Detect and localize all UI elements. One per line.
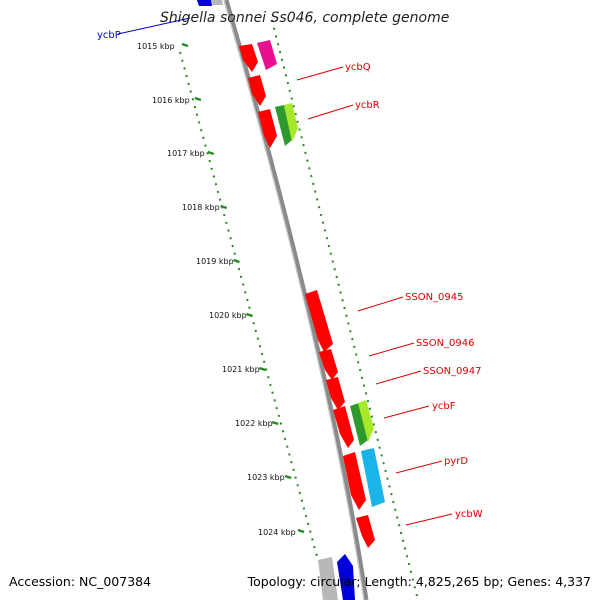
leader-line: [307, 104, 354, 120]
kbp-label: 1021 kbp: [222, 365, 260, 374]
gene-label[interactable]: pyrD: [444, 456, 468, 467]
kbp-tick: [233, 258, 240, 264]
kbp-tick: [271, 420, 279, 426]
gene-arrow-red[interactable]: [258, 109, 277, 148]
kbp-tick: [181, 42, 189, 48]
leader-line: [383, 405, 430, 419]
track-band: [182, 0, 415, 600]
gene-label[interactable]: ycbW: [455, 509, 483, 520]
gene-arrow-magenta[interactable]: [257, 40, 277, 70]
genome-summary-text: Topology: circular; Length: 4,825,265 bp…: [247, 574, 591, 589]
kbp-tick: [258, 366, 266, 372]
gene-label[interactable]: SSON_0945: [405, 292, 464, 303]
kbp-label: 1022 kbp: [235, 419, 273, 428]
accession-text: Accession: NC_007384: [9, 574, 151, 589]
gene-arrow-green[interactable]: [350, 403, 368, 446]
kbp-tick: [284, 474, 292, 480]
leader-line: [375, 370, 422, 385]
kbp-labels: 1015 kbp 1016 kbp 1017 kbp 1018 kbp 1019…: [137, 42, 296, 537]
gene-label[interactable]: ycbQ: [345, 62, 371, 73]
kbp-label: 1020 kbp: [209, 311, 247, 320]
kbp-tick: [297, 528, 305, 534]
gene-label[interactable]: ycbR: [355, 100, 380, 111]
kbp-tick: [246, 312, 253, 318]
leader-line: [405, 513, 453, 526]
gene-arrow-blue[interactable]: [337, 554, 355, 600]
kbp-tick: [207, 150, 215, 156]
gene-arrow-green[interactable]: [275, 105, 292, 146]
leader-line: [357, 296, 404, 312]
gene-arrow-red[interactable]: [356, 515, 375, 548]
gene-arrow-red[interactable]: [343, 452, 366, 510]
gene-arrow-cyan[interactable]: [361, 448, 385, 507]
map-title: Shigella sonnei Ss046, complete genome: [160, 10, 449, 26]
gene-features: [197, 0, 385, 600]
gene-arrow-blue[interactable]: [197, 0, 212, 6]
gene-arrow-red[interactable]: [248, 75, 266, 106]
gene-label[interactable]: SSON_0946: [416, 338, 475, 349]
gene-label[interactable]: ycbF: [432, 401, 456, 412]
gene-arrow-red[interactable]: [305, 290, 333, 352]
leader-line: [395, 460, 443, 474]
genome-backbone: [223, 0, 369, 600]
leader-line: [368, 342, 415, 357]
kbp-label: 1019 kbp: [196, 257, 234, 266]
gene-arrow-grey[interactable]: [211, 0, 223, 5]
kbp-tick: [220, 204, 228, 210]
kbp-label: 1015 kbp: [137, 42, 175, 51]
gene-labels: ycbP ycbQ ycbR SSON_0945 SSON_0946 SSON_…: [97, 30, 483, 520]
kbp-label: 1024 kbp: [258, 528, 296, 537]
leader-line: [117, 17, 191, 35]
kbp-tick: [194, 96, 202, 102]
kbp-label: 1023 kbp: [247, 473, 285, 482]
gene-arrow-red[interactable]: [326, 377, 345, 410]
kbp-label: 1016 kbp: [152, 96, 190, 105]
gene-label[interactable]: ycbP: [97, 30, 121, 41]
leader-line: [296, 66, 344, 81]
kbp-tick-marks: [181, 42, 305, 534]
gene-arrow-red[interactable]: [319, 349, 338, 380]
gene-arrow-grey[interactable]: [318, 557, 338, 600]
genome-backbone-highlight: [223, 0, 365, 600]
gene-arrow-red[interactable]: [333, 406, 354, 448]
gene-arrow-lime[interactable]: [358, 400, 374, 442]
kbp-label: 1018 kbp: [182, 203, 220, 212]
gene-label[interactable]: SSON_0947: [423, 366, 482, 377]
gene-arrow-lime[interactable]: [284, 103, 298, 142]
kbp-label: 1017 kbp: [167, 149, 205, 158]
gene-arrow-red[interactable]: [239, 44, 258, 72]
label-leaders: [117, 17, 453, 526]
